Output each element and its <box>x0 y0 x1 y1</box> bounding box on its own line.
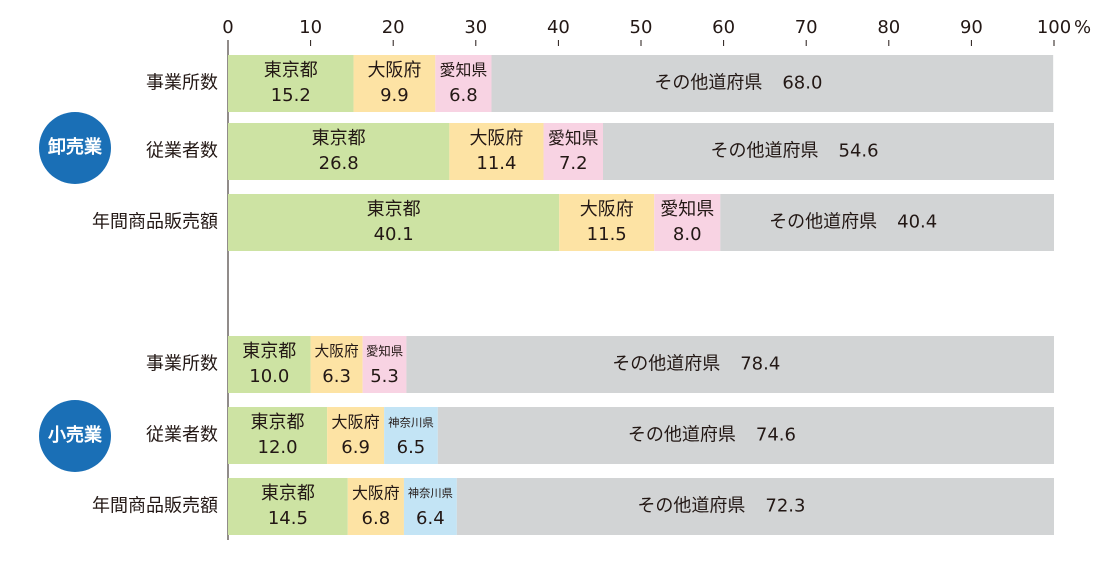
segment-name: 愛知県 <box>366 344 403 359</box>
bar-segment <box>435 55 492 112</box>
value-label: 5.3 <box>370 366 399 387</box>
bar-segment <box>406 336 1054 393</box>
segment-name: 東京都 <box>264 60 318 81</box>
bar-segment <box>228 123 450 180</box>
group-badge <box>39 112 111 184</box>
segment-name: その他道府県 <box>612 354 720 375</box>
segment-name: その他道府県 <box>637 496 745 517</box>
row-label: 従業者数 <box>146 425 218 446</box>
row-label: 年間商品販売額 <box>92 212 218 233</box>
segment-name: その他道府県 <box>628 425 736 446</box>
value-label: 11.5 <box>587 224 627 245</box>
group-label: 卸売業 <box>48 136 103 158</box>
bar-segment <box>327 407 385 464</box>
segment-name: 大阪府 <box>580 199 634 220</box>
value-label: 6.8 <box>362 508 391 529</box>
row-label: 事業所数 <box>146 354 218 375</box>
x-tick-label: 0 <box>222 17 233 38</box>
value-label: 7.2 <box>559 153 588 174</box>
value-label: 6.9 <box>341 437 370 458</box>
segment-name: 東京都 <box>261 483 315 504</box>
bar-segment <box>456 478 1054 535</box>
value-label: 40.4 <box>897 212 937 233</box>
x-unit: % <box>1074 17 1091 38</box>
value-label: 78.4 <box>740 354 780 375</box>
row-label: 事業所数 <box>146 73 218 94</box>
segment-name: 大阪府 <box>367 60 421 81</box>
x-tick-label: 70 <box>795 17 818 38</box>
segment-name: 東京都 <box>251 412 305 433</box>
value-label: 10.0 <box>249 366 289 387</box>
x-tick-label: 100 <box>1037 17 1071 38</box>
segment-name: 神奈川県 <box>408 486 453 500</box>
value-label: 11.4 <box>476 153 516 174</box>
bar-segment <box>228 407 328 464</box>
value-label: 8.0 <box>673 224 702 245</box>
bar-segment <box>228 194 560 251</box>
value-label: 26.8 <box>319 153 359 174</box>
value-label: 74.6 <box>756 425 796 446</box>
value-label: 6.3 <box>322 366 351 387</box>
segment-name: その他道府県 <box>769 212 877 233</box>
bar-segment <box>543 123 604 180</box>
bar-segment <box>353 55 436 112</box>
x-tick-label: 40 <box>547 17 570 38</box>
bar-segment <box>449 123 544 180</box>
value-label: 14.5 <box>268 508 308 529</box>
value-label: 68.0 <box>782 73 822 94</box>
segment-name: 神奈川県 <box>388 416 434 430</box>
bar-segment <box>228 55 354 112</box>
value-label: 72.3 <box>765 496 805 517</box>
x-tick-label: 90 <box>960 17 983 38</box>
bar-segment <box>347 478 404 535</box>
bar-segment <box>362 336 407 393</box>
x-tick-label: 80 <box>877 17 900 38</box>
value-label: 6.5 <box>397 437 426 458</box>
segment-name: 大阪府 <box>352 484 400 503</box>
segment-name: 愛知県 <box>548 128 599 148</box>
bar-segment <box>228 478 348 535</box>
bar-segment <box>720 194 1054 251</box>
segment-name: 愛知県 <box>440 61 488 80</box>
value-label: 54.6 <box>839 141 879 162</box>
value-label: 12.0 <box>258 437 298 458</box>
group-label: 小売業 <box>48 424 103 446</box>
x-tick-label: 30 <box>464 17 487 38</box>
segment-name: 東京都 <box>367 199 421 220</box>
bar-segment <box>603 123 1054 180</box>
bar-segment <box>437 407 1055 464</box>
segment-name: 大阪府 <box>315 343 359 360</box>
bar-segment <box>310 336 363 393</box>
segment-name: 愛知県 <box>660 199 714 220</box>
segment-name: 東京都 <box>242 341 296 362</box>
row-label: 年間商品販売額 <box>92 496 218 517</box>
segment-name: 大阪府 <box>469 128 523 149</box>
x-tick-label: 20 <box>382 17 405 38</box>
bar-segment <box>654 194 721 251</box>
x-tick-label: 60 <box>712 17 735 38</box>
bar-segment <box>384 407 438 464</box>
segment-name: その他道府県 <box>654 73 762 94</box>
row-label: 従業者数 <box>146 141 218 162</box>
segment-name: 東京都 <box>312 128 366 149</box>
segment-name: その他道府県 <box>711 141 819 162</box>
value-label: 6.4 <box>416 508 445 529</box>
x-tick-label: 50 <box>630 17 653 38</box>
bar-segment <box>491 55 1054 112</box>
value-label: 9.9 <box>380 85 409 106</box>
x-tick-label: 10 <box>299 17 322 38</box>
value-label: 40.1 <box>374 224 414 245</box>
segment-name: 大阪府 <box>331 413 379 432</box>
group-badge <box>39 400 111 472</box>
bar-segment <box>228 336 311 393</box>
value-label: 6.8 <box>449 85 478 106</box>
bar-segment <box>559 194 655 251</box>
value-label: 15.2 <box>271 85 311 106</box>
bar-segment <box>403 478 457 535</box>
